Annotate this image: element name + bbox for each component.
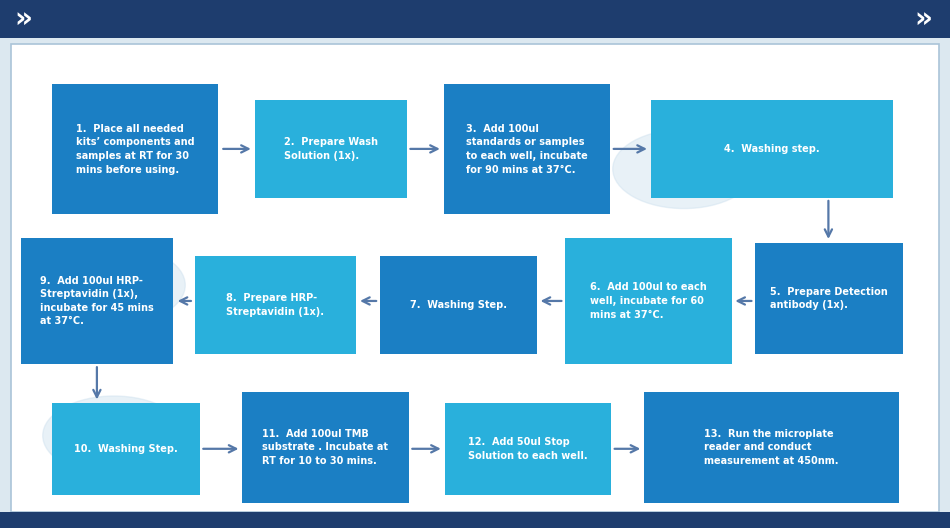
Text: 3.  Add 100ul
standards or samples
to each well, incubate
for 90 mins at 37°C.: 3. Add 100ul standards or samples to eac… xyxy=(466,124,588,175)
Text: 11.  Add 100ul TMB
substrate . Incubate at
RT for 10 to 30 mins.: 11. Add 100ul TMB substrate . Incubate a… xyxy=(262,429,389,466)
Text: 9.  Add 100ul HRP-
Streptavidin (1x),
incubate for 45 mins
at 37°C.: 9. Add 100ul HRP- Streptavidin (1x), inc… xyxy=(40,276,154,326)
Circle shape xyxy=(43,396,185,475)
Bar xyxy=(0,512,950,528)
FancyBboxPatch shape xyxy=(445,403,611,495)
FancyBboxPatch shape xyxy=(444,84,610,214)
Text: ®: ® xyxy=(137,419,144,429)
FancyBboxPatch shape xyxy=(755,243,902,354)
Text: »: » xyxy=(915,5,932,33)
FancyBboxPatch shape xyxy=(565,238,732,364)
FancyBboxPatch shape xyxy=(651,100,893,198)
Circle shape xyxy=(613,129,755,209)
FancyBboxPatch shape xyxy=(242,392,408,503)
FancyBboxPatch shape xyxy=(255,100,407,198)
Text: 10.  Washing Step.: 10. Washing Step. xyxy=(74,444,178,454)
Text: 6.  Add 100ul to each
well, incubate for 60
mins at 37°C.: 6. Add 100ul to each well, incubate for … xyxy=(590,282,707,319)
Text: 5.  Prepare Detection
antibody (1x).: 5. Prepare Detection antibody (1x). xyxy=(770,287,887,310)
Text: 8.  Prepare HRP-
Streptavidin (1x).: 8. Prepare HRP- Streptavidin (1x). xyxy=(226,293,325,317)
Text: ®: ® xyxy=(707,153,714,162)
FancyBboxPatch shape xyxy=(644,392,899,503)
Text: 1.  Place all needed
kits’ components and
samples at RT for 30
mins before using: 1. Place all needed kits’ components and… xyxy=(76,124,195,175)
Text: 2.  Prepare Wash
Solution (1x).: 2. Prepare Wash Solution (1x). xyxy=(284,137,377,161)
FancyBboxPatch shape xyxy=(52,84,219,214)
FancyBboxPatch shape xyxy=(52,403,200,495)
Text: »: » xyxy=(15,5,32,33)
Text: BG: BG xyxy=(104,276,124,288)
Bar xyxy=(11,44,939,512)
FancyBboxPatch shape xyxy=(21,238,173,364)
Text: 13.  Run the microplate
reader and conduct
measurement at 450nm.: 13. Run the microplate reader and conduc… xyxy=(704,429,839,466)
Text: BG: BG xyxy=(674,159,694,172)
Text: 7.  Washing Step.: 7. Washing Step. xyxy=(409,300,507,310)
Bar xyxy=(0,0,950,38)
Text: 4.  Washing step.: 4. Washing step. xyxy=(724,144,820,154)
Text: ®: ® xyxy=(137,269,144,278)
FancyBboxPatch shape xyxy=(380,256,537,354)
Text: 12.  Add 50ul Stop
Solution to each well.: 12. Add 50ul Stop Solution to each well. xyxy=(468,437,587,461)
FancyBboxPatch shape xyxy=(195,256,356,354)
Text: BG: BG xyxy=(104,426,124,439)
Circle shape xyxy=(43,246,185,325)
